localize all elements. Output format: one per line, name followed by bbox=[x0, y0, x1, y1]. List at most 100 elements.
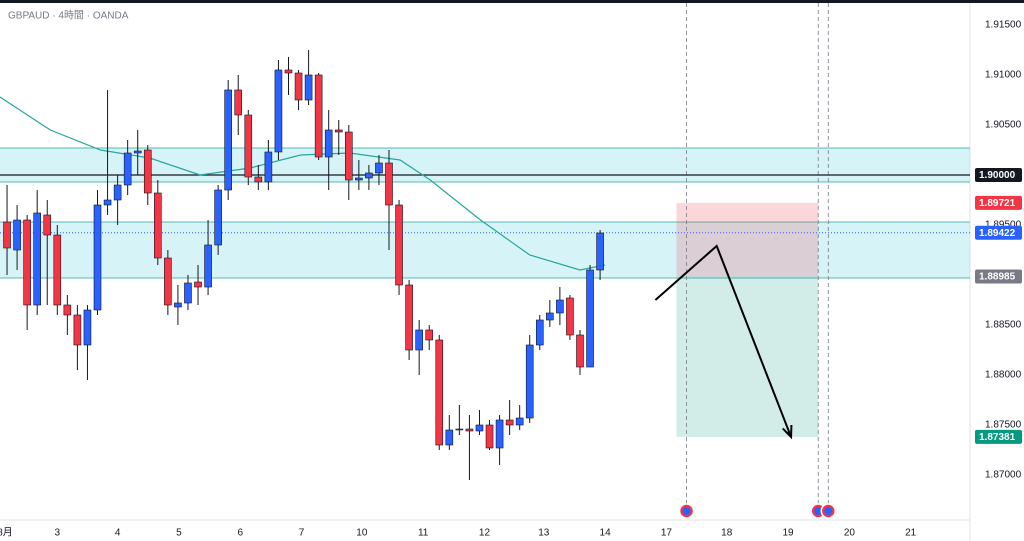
candle-body bbox=[154, 192, 162, 259]
candle-body bbox=[485, 424, 494, 449]
zone bbox=[0, 222, 970, 278]
candle-body bbox=[33, 212, 41, 306]
candle-body bbox=[525, 344, 534, 419]
candle-body bbox=[546, 312, 554, 321]
candle-body bbox=[344, 131, 353, 181]
x-tick-label: 19 bbox=[782, 528, 794, 539]
x-tick-label: 13 bbox=[538, 528, 550, 539]
x-tick-label: 8月 bbox=[0, 527, 13, 539]
candle-body bbox=[274, 69, 283, 153]
y-tick-label: 1.90500 bbox=[985, 120, 1022, 131]
candle-body bbox=[174, 302, 182, 308]
x-tick-label: 10 bbox=[356, 528, 368, 539]
x-tick-label: 7 bbox=[299, 528, 305, 539]
candle-body bbox=[324, 129, 333, 158]
candle-body bbox=[244, 114, 253, 178]
candle-body bbox=[465, 428, 474, 432]
y-tick-label: 1.91000 bbox=[985, 70, 1022, 81]
price-badge-label: 1.87381 bbox=[979, 432, 1016, 443]
y-tick-label: 1.89500 bbox=[985, 220, 1022, 231]
candle-body bbox=[475, 424, 484, 432]
x-tick-label: 4 bbox=[115, 528, 121, 539]
event-icon-inner bbox=[824, 507, 833, 515]
candle-body bbox=[53, 234, 62, 306]
candle-body bbox=[73, 314, 82, 346]
candle-body bbox=[93, 204, 102, 311]
plot bbox=[0, 3, 970, 520]
candle-body bbox=[143, 149, 152, 194]
candle-body bbox=[164, 257, 172, 306]
candle-body bbox=[224, 89, 232, 191]
price-badge bbox=[975, 225, 1022, 240]
y-tick-label: 1.87000 bbox=[985, 470, 1022, 481]
price-badge-label: 1.90000 bbox=[979, 170, 1016, 181]
candle-body bbox=[586, 269, 594, 368]
price-badge-label: 1.89721 bbox=[979, 198, 1016, 209]
candle-body bbox=[435, 339, 444, 446]
candle-body bbox=[385, 162, 393, 206]
candle-body bbox=[194, 281, 202, 288]
candle-body bbox=[505, 419, 514, 426]
candle-body bbox=[365, 172, 373, 179]
candle-body bbox=[515, 417, 524, 426]
forecast-arrow bbox=[654, 244, 793, 438]
target-zone bbox=[676, 276, 819, 437]
x-tick-label: 20 bbox=[844, 528, 856, 539]
top-bar bbox=[0, 0, 1024, 3]
candle-body bbox=[234, 89, 243, 116]
price-badge bbox=[975, 429, 1022, 444]
candle-body bbox=[214, 189, 222, 246]
x-tick-label: 17 bbox=[661, 528, 673, 539]
candle-body bbox=[123, 152, 132, 186]
x-tick-label: 18 bbox=[721, 528, 733, 539]
zone bbox=[0, 148, 970, 182]
candle-body bbox=[596, 232, 604, 271]
candle-body bbox=[63, 304, 72, 316]
candle-body bbox=[314, 74, 323, 158]
candle-body bbox=[204, 244, 212, 288]
candle-body bbox=[113, 184, 122, 201]
candle-body bbox=[405, 284, 413, 351]
x-tick-label: 14 bbox=[600, 528, 612, 539]
candle-body bbox=[355, 177, 363, 181]
candle-body bbox=[13, 219, 21, 251]
y-tick-label: 1.88500 bbox=[985, 320, 1022, 331]
candle-body bbox=[445, 429, 454, 446]
x-tick-label: 5 bbox=[176, 528, 182, 539]
stop-zone bbox=[676, 202, 819, 277]
x-tick-label: 11 bbox=[418, 528, 429, 539]
candle-body bbox=[576, 334, 584, 368]
candle-body bbox=[304, 74, 313, 101]
x-tick-label: 3 bbox=[55, 528, 61, 539]
price-badge bbox=[975, 269, 1022, 284]
candle-body bbox=[83, 309, 92, 346]
candle-body bbox=[264, 151, 273, 183]
candle-body bbox=[455, 428, 464, 431]
x-tick-label: 12 bbox=[479, 528, 491, 539]
candle-body bbox=[556, 299, 564, 314]
candle-body bbox=[294, 72, 303, 101]
candle-body bbox=[375, 162, 383, 174]
x-tick-label: 21 bbox=[905, 528, 917, 539]
price-badge-label: 1.88985 bbox=[979, 272, 1016, 283]
candle-body bbox=[184, 282, 192, 304]
candle-body bbox=[334, 129, 343, 133]
candle-body bbox=[395, 204, 403, 286]
candle-body bbox=[23, 219, 31, 306]
candle-body bbox=[415, 329, 423, 351]
chart-title: GBPAUD · 4時間 · OANDA bbox=[8, 10, 129, 22]
y-tick-label: 1.91500 bbox=[985, 20, 1022, 31]
candle-body bbox=[254, 176, 263, 183]
candle-body bbox=[495, 419, 504, 449]
candle-body bbox=[425, 329, 434, 341]
candle-body bbox=[535, 319, 544, 346]
event-icon-inner bbox=[814, 507, 823, 515]
y-tick-label: 1.88000 bbox=[985, 370, 1022, 381]
candle-body bbox=[3, 221, 11, 249]
price-badge-label: 1.89422 bbox=[979, 228, 1016, 239]
candle-body bbox=[566, 297, 574, 336]
candle-body bbox=[133, 150, 142, 154]
price-badge bbox=[975, 168, 1022, 182]
candle-body bbox=[43, 214, 52, 236]
